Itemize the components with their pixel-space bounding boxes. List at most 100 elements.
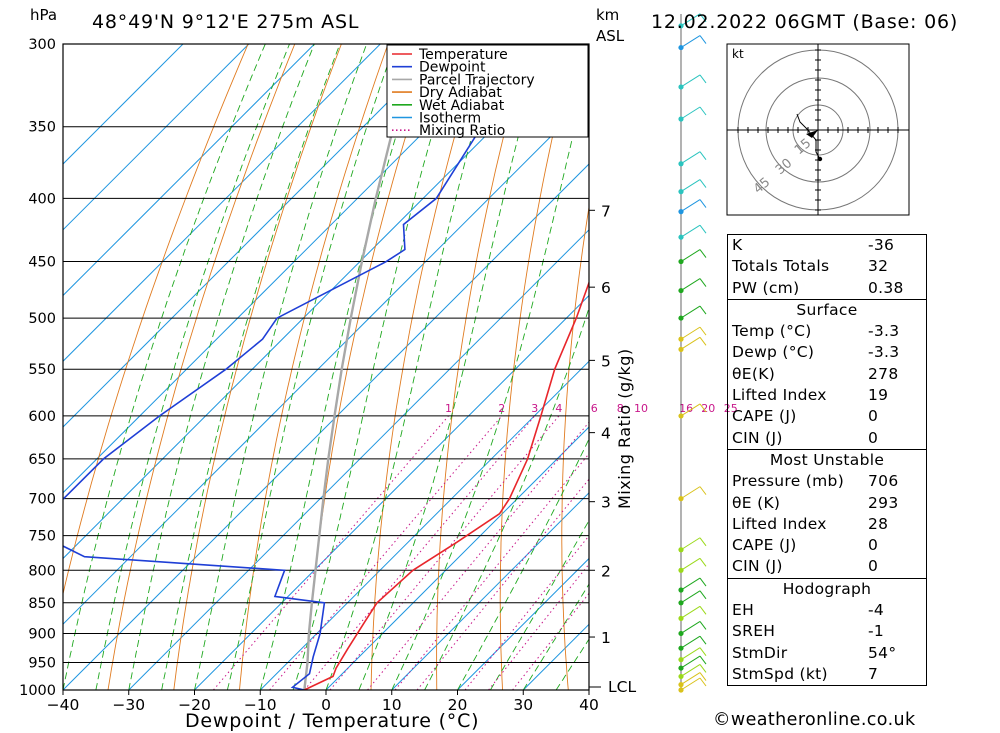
surface-section: Surface Temp (°C) -3.3 Dewp (°C) -3.3 θE(K) 2… [727,298,927,449]
wind-barb [680,486,701,500]
wind-barb-flag [699,655,707,665]
wind-barb-flag [699,337,707,346]
pressure-tick-label: 600 [28,409,56,425]
pressure-tick-label: 800 [28,563,56,579]
x-tick-label: −20 [178,696,211,714]
wet-adiabat-line [457,438,589,690]
wind-barb [680,199,701,213]
x-tick-label: 10 [382,696,402,714]
surface-row: CIN (J) 0 [732,428,922,449]
hodograph-stat-label: StmDir [732,643,788,662]
wind-barb [680,577,701,591]
index-label: Totals Totals [732,257,830,276]
wet-adiabat-line [95,44,290,690]
wind-barb-flag [699,677,707,687]
index-value: -36 [868,236,895,254]
wet-adiabat-line [522,583,589,690]
isotherm-line [63,44,381,362]
parcel-trajectory-line [303,44,418,690]
wind-barb-flag [699,557,707,567]
wind-barb [680,74,701,88]
wind-barb [680,672,701,686]
wind-level-dot [678,657,684,663]
mixing-ratio-label: 2 [498,402,505,415]
most-unstable-value: 293 [868,493,899,512]
mixing-ratio-line [269,415,503,690]
km-tick-label: 4 [601,425,611,443]
legend-label: Parcel Trajectory [419,72,535,88]
wet-adiabat-line [226,44,396,690]
hodograph-unit-label: kt [732,47,744,61]
storm-motion-marker [806,130,818,138]
hodograph-stat-value: -4 [868,601,885,620]
dry-adiabat-line [944,44,1000,690]
dry-adiabat-line [993,44,1000,690]
wet-adiabat-line [325,44,499,690]
legend-label: Dry Adiabat [419,85,502,101]
wind-barb-flag [699,106,707,116]
stats-panel: K -36 Totals Totals 32 PW (cm) 0.38 Surface T… [727,234,927,687]
mixing-ratio-line [304,415,536,690]
surface-row: Lifted Index 19 [732,385,922,406]
pressure-tick-label: 900 [28,626,56,642]
surface-value: 19 [868,386,889,405]
datetime-title: 12.02.2022 06GMT (Base: 06) [651,11,958,33]
hpa-label: hPa [30,6,57,24]
wind-barb-flag [699,249,707,258]
wet-adiabat-line [194,44,368,690]
mixing-ratio-label: 16 [679,402,693,415]
mixing-ratio-label: 6 [591,402,598,415]
most-unstable-row: CAPE (J) 0 [732,535,922,556]
wind-barb-flag [699,664,707,673]
pressure-tick-label: 950 [28,655,56,671]
surface-title: Surface [796,300,858,319]
pressure-tick-label: 500 [28,311,56,327]
wind-barb [680,278,701,291]
surface-label: Temp (°C) [732,322,812,341]
wind-barb-flag [699,577,707,587]
wind-barb-flag [699,672,707,681]
wet-adiabat-line [490,519,589,690]
surface-row: Temp (°C) -3.3 [732,321,922,342]
asl-label: ASL [596,27,625,45]
surface-label: CIN (J) [732,428,783,447]
wind-barb [680,179,701,193]
wind-barb-flag [699,403,707,413]
legend-label: Dewpoint [419,60,486,76]
surface-row: CAPE (J) 0 [732,406,922,427]
most-unstable-label: CIN (J) [732,557,783,576]
wind-barb [680,106,701,120]
temperature-line [303,280,589,690]
isotherm-line [63,163,589,690]
hodograph-section: Hodograph EH -4 SREH -1 StmDir 54° StmSpd (kt)… [727,577,927,687]
wind-barb [680,326,701,340]
pressure-tick-label: 750 [28,529,56,545]
pressure-tick-label: 450 [28,255,56,271]
mixing-ratio-line [329,415,560,690]
pressure-tick-label: 300 [28,37,56,53]
km-tick-label: 7 [601,202,611,220]
copyright-text[interactable]: ©weatheronline.co.uk [713,710,916,730]
isotherm-line [325,426,589,690]
mixing-ratio-line [488,563,589,690]
wind-barb [680,655,701,669]
wind-barb-flag [699,635,707,645]
hodograph-stat-row: StmDir 54° [732,643,922,664]
wind-barb-flag [699,224,707,234]
hodograph-stat-label: StmSpd (kt) [732,664,828,683]
most-unstable-value: 0 [868,557,879,576]
legend-label: Temperature [418,47,508,63]
wind-barb-flag [699,199,707,208]
surface-value: -3.3 [868,322,900,341]
mixing-ratio-label: 3 [531,402,538,415]
most-unstable-label: Lifted Index [732,514,827,533]
most-unstable-title: Most Unstable [769,450,885,469]
lcl-label: LCL [608,678,636,696]
surface-label: CAPE (J) [732,407,797,426]
most-unstable-label: Pressure (mb) [732,472,845,491]
wind-barb-flag [699,647,707,656]
wind-barb [680,557,701,571]
mixing-ratio-label: 20 [701,402,715,415]
mixing-ratio-line [416,478,589,690]
pressure-tick-label: 650 [28,452,56,468]
